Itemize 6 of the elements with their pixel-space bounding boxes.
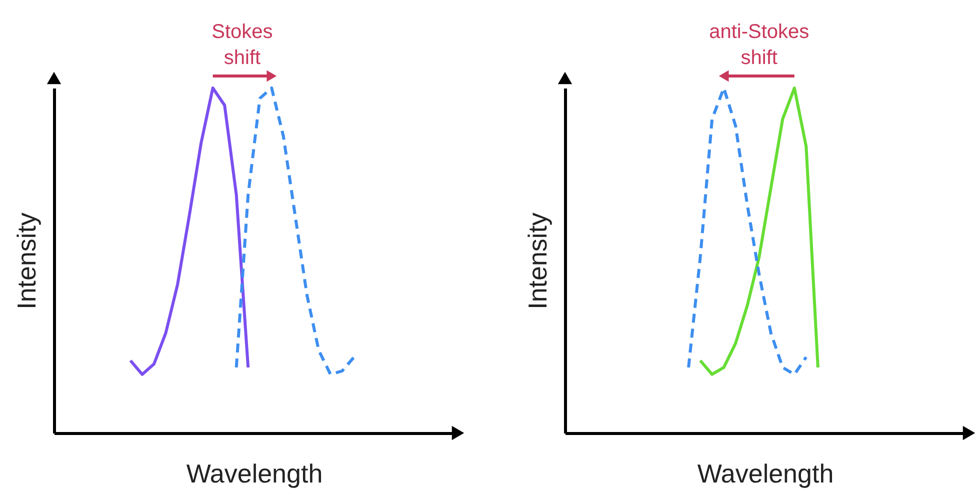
x-axis-title: Wavelength — [186, 458, 323, 488]
y-axis-title: Intensity — [12, 212, 42, 310]
y-axis-title: Intensity — [522, 212, 552, 310]
text: Stokes shift — [212, 21, 273, 69]
x-axis-title: Wavelength — [697, 458, 834, 488]
text: anti-Stokes shift — [709, 21, 810, 69]
